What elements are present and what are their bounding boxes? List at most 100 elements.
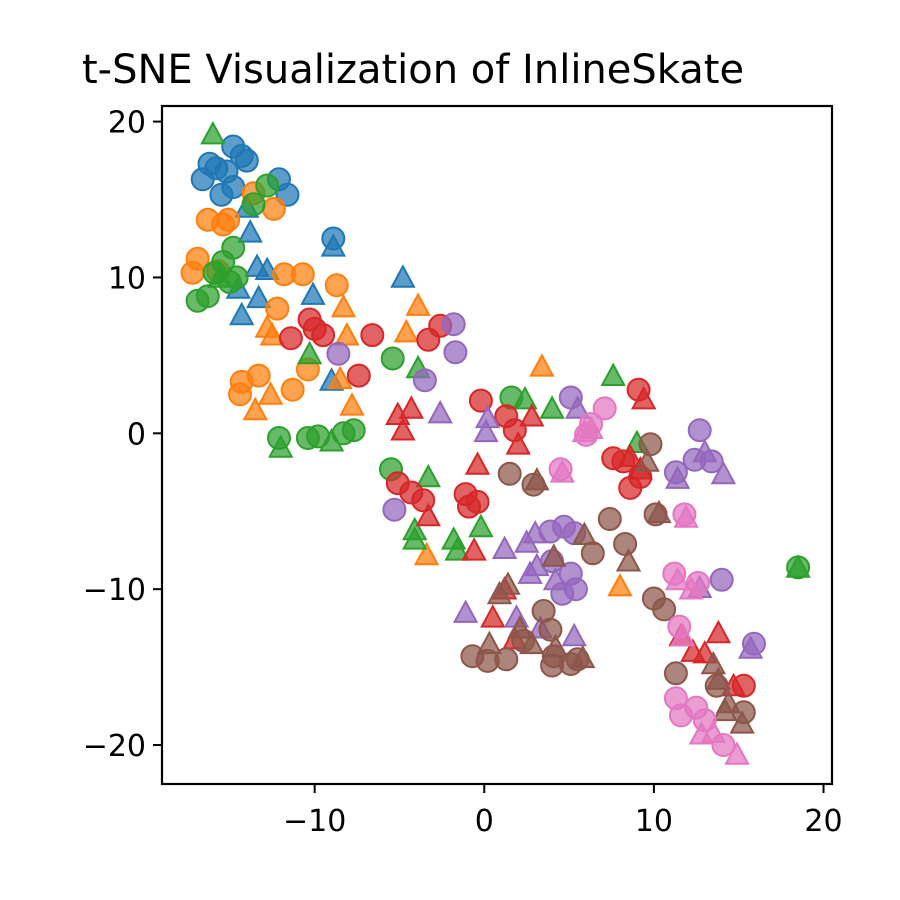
marker-s5-p33 [542,633,569,658]
marker-s2-p20 [268,434,294,458]
marker-s0-p20 [390,264,416,288]
marker-s5-p36 [705,666,732,690]
marker-s2-p22 [318,427,345,452]
marker-s5-p26 [634,448,660,472]
marker-s2-p21 [296,340,323,365]
marker-s3-p35 [480,604,506,628]
marker-s6-p16 [664,566,691,591]
marker-s1-p16 [324,273,349,298]
marker-s4-p3 [412,368,437,393]
marker-s0-p17 [229,301,255,326]
marker-s6-p21 [724,741,750,765]
marker-s4-p31 [564,395,591,419]
x-axis: −10 0 10 20 [283,784,843,839]
marker-s5-p0 [497,461,522,486]
chart-title: t-SNE Visualization of InlineSkate [82,47,744,93]
marker-s4-p33 [692,438,718,463]
marker-s2-p26 [402,526,428,550]
marker-s1-p19 [330,294,357,318]
marker-s5-p32 [519,630,545,655]
marker-s2-p34 [785,554,811,578]
marker-s5-p38 [712,697,738,722]
plot-frame [160,104,834,786]
marker-s1-p14 [280,377,305,402]
marker-s2-p30 [512,385,538,410]
marker-s3-p24 [398,395,424,419]
marker-s5-p22 [524,467,550,491]
marker-s4-p2 [443,340,468,365]
marker-s1-p4 [261,196,286,221]
marker-s3-p4 [360,323,385,348]
marker-s3-p28 [519,403,545,427]
marker-s3-p0 [278,326,303,351]
marker-s0-p19 [320,233,346,257]
marker-s5-p8 [652,597,677,622]
marker-s2-p14 [380,346,405,371]
marker-s4-p12 [563,577,588,602]
marker-s1-p25 [393,318,419,343]
marker-s5-p9 [663,661,688,686]
marker-s3-p5 [346,363,371,388]
marker-s5-p4 [613,532,638,556]
marker-s5-p17 [538,617,563,642]
marker-s2-p8 [255,173,280,198]
y-tick-label: −10 [83,573,146,608]
marker-s6-p22 [549,459,575,483]
marker-s6-p14 [571,418,598,443]
marker-s3-p14 [465,489,490,514]
marker-s2-p5 [221,235,246,260]
marker-s1-p12 [228,382,252,407]
y-tick-label: 0 [127,417,146,452]
marker-s2-p29 [468,513,494,538]
marker-s3-p27 [464,451,491,475]
marker-s2-p7 [241,192,266,217]
marker-s3-p30 [617,443,643,467]
marker-s6-p15 [673,504,699,528]
x-tick-label: 10 [635,804,673,839]
marker-s4-p32 [664,465,691,489]
marker-s4-p19 [427,399,453,424]
marker-s1-p24 [257,381,284,405]
marker-s5-p5 [638,432,663,457]
marker-s4-p1 [441,312,466,337]
marker-s1-p21 [327,365,353,390]
marker-s5-p29 [495,571,521,595]
marker-s3-p26 [415,502,441,527]
marker-s1-p9 [290,262,315,287]
marker-s5-p3 [597,507,622,531]
plot-markers [180,121,811,765]
marker-s4-p16 [709,567,734,592]
marker-s2-p32 [600,362,626,386]
marker-s3-p29 [505,431,531,455]
marker-s0-p12 [237,219,263,243]
marker-s6-p18 [670,622,696,647]
y-tick-label: 20 [108,106,146,141]
marker-s1-p2 [216,207,241,232]
marker-s2-p24 [415,463,441,488]
marker-s1-p13 [246,363,271,388]
marker-s4-p26 [517,560,543,584]
marker-s4-p23 [522,520,548,544]
marker-s4-p21 [473,418,499,443]
marker-s3-p3 [311,323,336,348]
marker-s5-p23 [541,543,567,567]
marker-s1-p10 [265,296,290,321]
marker-s3-p33 [461,537,487,561]
marker-s4-p37 [542,566,569,591]
marker-s1-p27 [413,541,440,566]
marker-s4-p24 [491,535,518,559]
marker-s5-p25 [615,547,642,572]
marker-s5-p31 [507,614,533,639]
marker-s4-p28 [452,599,479,623]
marker-s2-p1 [195,284,220,309]
marker-s1-p20 [334,321,360,346]
marker-s1-p28 [607,573,633,597]
marker-s5-p2 [580,541,605,566]
y-tick-label: −20 [83,729,146,764]
y-tick-label: 10 [108,261,146,296]
marker-s3-p8 [468,388,493,413]
marker-s4-p36 [737,635,764,659]
marker-s4-p18 [687,418,712,443]
marker-s1-p22 [339,392,365,416]
